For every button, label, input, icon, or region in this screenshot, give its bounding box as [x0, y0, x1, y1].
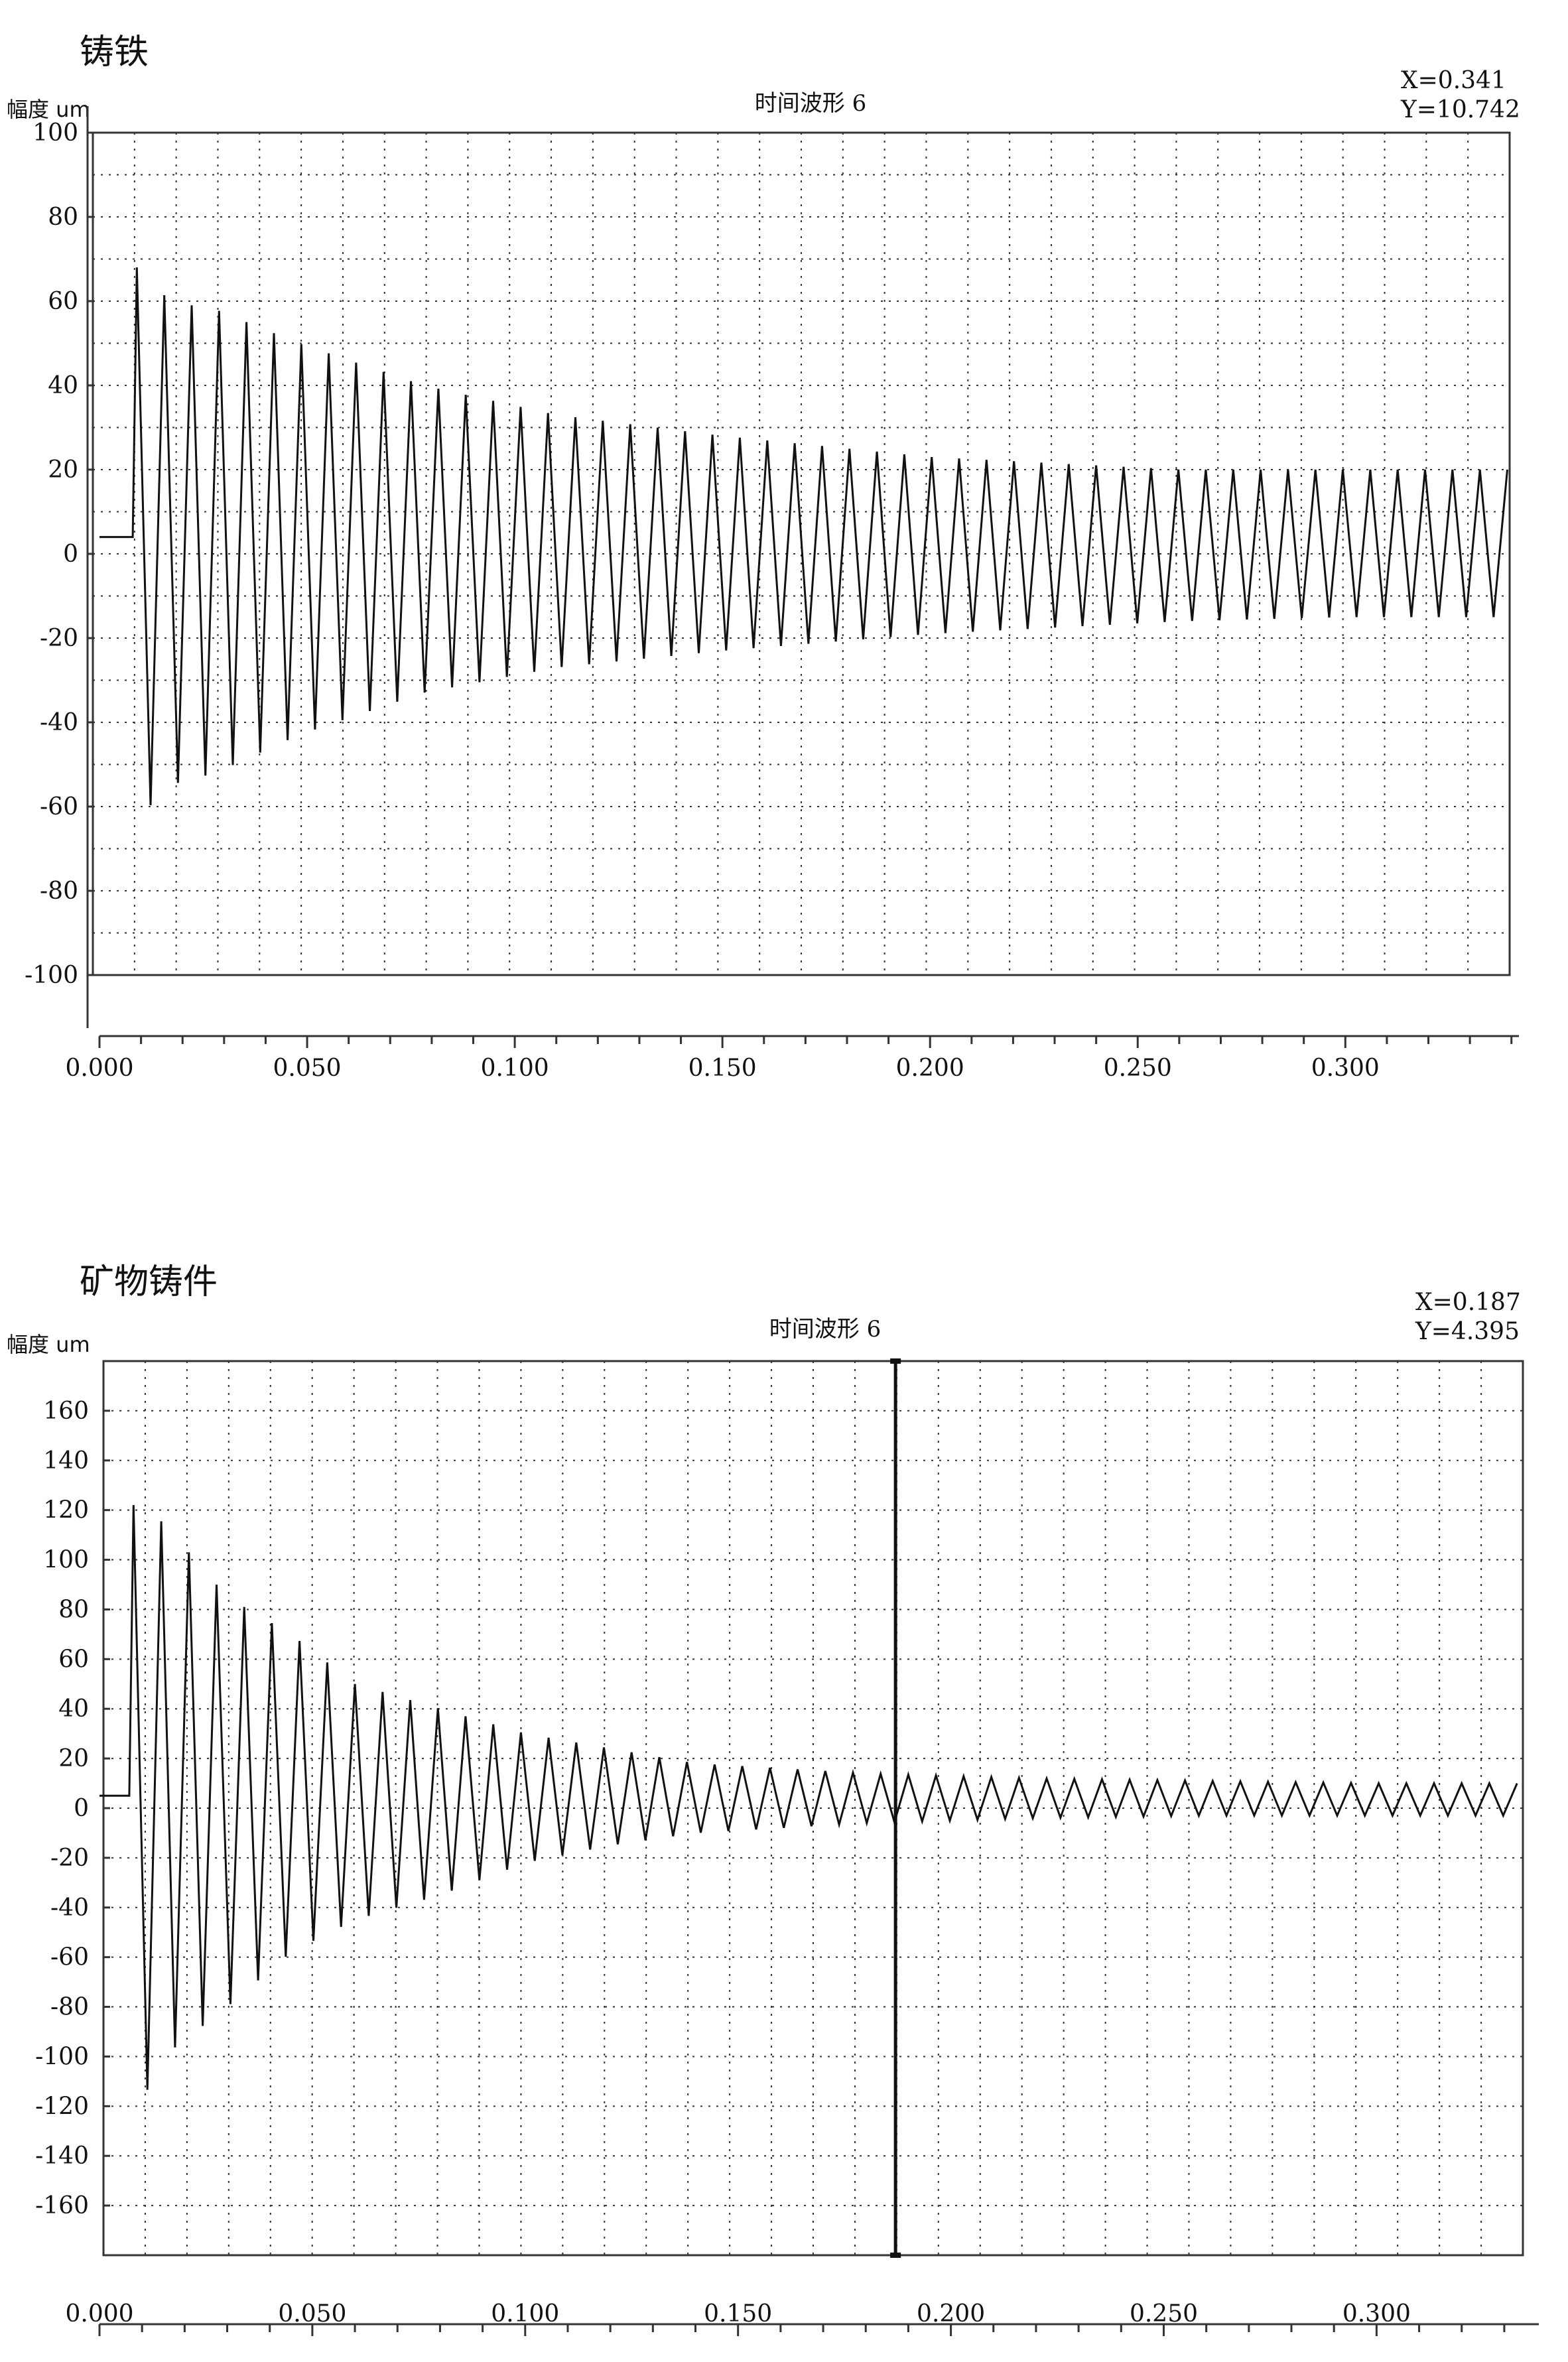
y-tick-label: -20 [50, 1845, 89, 1872]
y-tick-label: -60 [40, 793, 78, 820]
y-tick-label: 20 [58, 1745, 89, 1772]
chart-title: 时间波形 6 [754, 90, 867, 117]
waveform-line [99, 1505, 1518, 2090]
y-tick-label: -80 [50, 1994, 89, 2021]
x-tick-label: 0.200 [896, 1055, 964, 1082]
y-tick-label: 60 [58, 1646, 89, 1673]
cursor-readout: X=0.341 Y=10.742 [1401, 66, 1520, 125]
x-tick-label: 0.150 [688, 1055, 757, 1082]
cursor-y-readout: Y=10.742 [1401, 96, 1520, 123]
y-tick-label: -40 [50, 1894, 89, 1922]
y-tick-label: 140 [43, 1447, 89, 1475]
waveform-chart[interactable]: 100 80 60 40 20 0 -20 -40 -60 -80 -100 0.000 0.050 0.… [0, 0, 1568, 1181]
y-axis-unit-label: 幅度 um [7, 97, 90, 122]
cursor-marker[interactable] [890, 2253, 901, 2258]
y-tick-label: -100 [25, 962, 78, 989]
y-tick-label: 40 [58, 1695, 89, 1723]
y-tick-label: -120 [35, 2093, 89, 2120]
x-tick-label: 0.100 [491, 2300, 559, 2328]
grid [103, 1361, 1523, 2255]
cursor-readout: X=0.187 Y=4.395 [1415, 1288, 1521, 1346]
y-axis-unit-label: 幅度 um [7, 1332, 90, 1357]
y-tick-label: 0 [74, 1795, 89, 1822]
x-tick-label: 0.300 [1342, 2300, 1411, 2328]
x-tick-label: 0.000 [65, 1055, 133, 1082]
y-tick-label: 100 [43, 1547, 89, 1574]
y-tick-label: -80 [40, 878, 78, 905]
y-tick-label: 60 [48, 288, 78, 315]
x-tick-label: 0.250 [1130, 2300, 1198, 2328]
y-tick-label: -100 [35, 2043, 89, 2070]
y-tick-label: 20 [48, 456, 78, 484]
panel-title: 矿物铸件 [80, 1262, 218, 1302]
panel-title: 铸铁 [80, 33, 149, 72]
x-tick-label: 0.050 [273, 1055, 342, 1082]
x-tick-label: 0.150 [704, 2300, 772, 2328]
y-tick-label: 120 [43, 1497, 89, 1524]
y-tick-label: -60 [50, 1944, 89, 1971]
y-tick-label: -20 [40, 625, 78, 652]
y-tick-label: 100 [33, 119, 78, 147]
y-tick-label: 40 [48, 372, 78, 399]
y-tick-label: -140 [35, 2142, 89, 2170]
x-tick-label: 0.250 [1104, 1055, 1172, 1082]
x-tick-label: 0.000 [65, 2300, 133, 2328]
cursor-y-readout: Y=4.395 [1415, 1318, 1520, 1345]
chart-title: 时间波形 6 [769, 1316, 882, 1343]
chart-panel-cast-iron: 铸铁 幅度 um 时间波形 6 X=0.341 Y=10.742 100 80 60… [0, 0, 1568, 1181]
waveform-chart[interactable]: 160 140 120 100 80 60 40 20 0 -20 -40 -60 -80 -100 -12… [0, 1234, 1568, 2362]
x-tick-label: 0.100 [481, 1055, 549, 1082]
x-tick-label: 0.050 [278, 2300, 346, 2328]
cursor-x-readout: X=0.341 [1401, 67, 1506, 94]
cursor-x-readout: X=0.187 [1415, 1289, 1521, 1316]
cursor-marker[interactable] [890, 1358, 901, 1364]
y-tick-label: -40 [40, 709, 78, 736]
waveform-line [99, 267, 1508, 805]
x-tick-label: 0.300 [1311, 1055, 1380, 1082]
y-tick-label: 80 [58, 1596, 89, 1623]
x-tick-label: 0.200 [917, 2300, 985, 2328]
y-tick-label: 0 [63, 541, 78, 568]
y-tick-label: 160 [43, 1398, 89, 1425]
y-tick-label: 80 [48, 204, 78, 231]
y-tick-label: -160 [35, 2192, 89, 2219]
chart-panel-mineral-casting: 矿物铸件 幅度 um 时间波形 6 X=0.187 Y=4.395 160 140… [0, 1234, 1568, 2362]
grid [93, 133, 1510, 975]
